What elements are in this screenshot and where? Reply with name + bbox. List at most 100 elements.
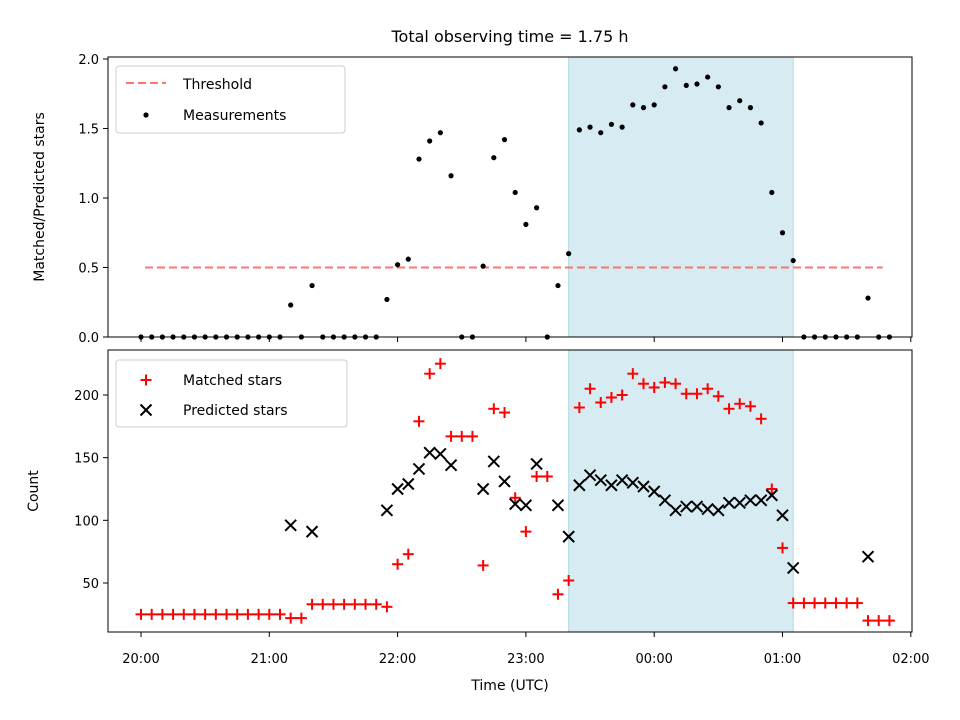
predicted-star-point (562, 530, 575, 543)
matched-star-point (584, 383, 596, 395)
measurement-point (737, 98, 743, 104)
predicted-star-point (594, 474, 607, 487)
measurement-point (705, 74, 711, 80)
legend-matched-swatch (140, 374, 152, 386)
matched-star-point (659, 376, 671, 388)
ratio-panel-frame (107, 56, 913, 338)
count-y-tick-label: 150 (74, 452, 99, 467)
matched-star-point (221, 608, 233, 620)
matched-star-point (338, 598, 350, 610)
predicted-star-point (605, 479, 618, 492)
predicted-star-point (284, 519, 297, 532)
measurement-point (437, 130, 443, 136)
predicted-star-point (434, 447, 447, 461)
measurement-point (491, 155, 497, 161)
measurement-point (309, 282, 315, 289)
matched-star-point (499, 407, 511, 419)
matched-star-point (787, 597, 799, 609)
matched-star-point (466, 430, 478, 442)
measurement-point (288, 302, 294, 308)
matched-star-point (841, 597, 853, 609)
matched-star-point (552, 588, 564, 600)
measurement-point (416, 156, 422, 162)
predicted-star-point (444, 458, 458, 472)
ratio-y-ticks: 0.0 0.5 1.0 1.5 2.0 (78, 53, 108, 346)
measurement-point (662, 84, 668, 90)
measurement-point (395, 262, 401, 268)
x-tick-label: 21:00 (251, 652, 288, 667)
matched-star-point (360, 598, 372, 610)
x-axis-label: Time (UTC) (470, 678, 548, 694)
measurement-point (651, 102, 657, 108)
matched-star-point (573, 402, 585, 414)
measurement-point (523, 221, 529, 228)
matched-star-point (317, 598, 329, 610)
ratio-legend-box (115, 65, 346, 134)
measurement-point (619, 124, 625, 130)
x-tick-label: 20:00 (122, 652, 159, 667)
matched-star-point (477, 559, 489, 571)
predicted-star-point (530, 457, 543, 471)
measurement-point (427, 138, 433, 144)
matched-star-point (231, 608, 243, 620)
matched-star-point (873, 615, 885, 627)
predicted-star-point (776, 509, 789, 522)
predicted-star-point (498, 475, 511, 488)
matched-star-point (531, 470, 543, 482)
predicted-star-point (722, 496, 736, 509)
matched-star-point (156, 608, 168, 620)
count-y-tick-label: 200 (74, 389, 99, 404)
ratio-y-axis-label: Matched/Predicted stars (32, 112, 48, 282)
measurement-point (512, 189, 518, 196)
measurement-point (448, 173, 454, 179)
measurement-point (790, 257, 796, 264)
matched-star-point (135, 608, 147, 620)
matched-star-point (702, 383, 714, 395)
count-legend-box (115, 359, 348, 428)
predicted-star-point (712, 504, 725, 517)
predicted-star-point (476, 482, 490, 496)
predicted-star-point (861, 550, 875, 563)
matched-star-point (605, 392, 617, 404)
matched-star-point (755, 413, 767, 425)
x-tick-label: 01:00 (764, 652, 801, 667)
matched-star-point (263, 608, 275, 620)
matched-star-point (146, 608, 158, 620)
matched-star-point (295, 612, 307, 624)
matched-star-point (445, 430, 457, 442)
measurement-point (715, 84, 721, 90)
measurement-point (769, 189, 775, 196)
matched-star-point (809, 597, 821, 609)
matched-star-point (285, 612, 297, 624)
predicted-star-point (402, 477, 415, 491)
matched-star-point (541, 470, 553, 482)
measurement-point (598, 130, 604, 136)
predicted-star-point (637, 480, 650, 493)
measurement-point (384, 296, 390, 303)
matched-star-point (253, 608, 265, 620)
predicted-star-point (573, 479, 586, 492)
chart-title: Total observing time = 1.75 h (390, 27, 628, 46)
legend-threshold-label: Threshold (182, 77, 252, 93)
predicted-star-point (744, 494, 757, 507)
count-y-tick-label: 100 (74, 514, 99, 529)
x-tick-label: 00:00 (635, 652, 672, 667)
measurement-point (683, 82, 689, 89)
ratio-y-tick-label: 0.5 (78, 262, 99, 277)
matched-star-point (777, 542, 788, 554)
matched-star-point (862, 615, 874, 627)
matched-star-point (188, 608, 200, 620)
measurement-point (608, 121, 615, 127)
count-x-ticks: 20:00 21:00 22:00 23:00 00:00 01:00 02:00 (122, 632, 930, 667)
matched-star-point (766, 483, 778, 495)
count-y-ticks: 50 100 150 200 (74, 389, 108, 592)
matched-star-point (851, 597, 863, 609)
matched-star-point (595, 397, 607, 409)
matched-star-point (830, 597, 842, 609)
matched-star-point (627, 368, 639, 380)
matched-star-point (509, 492, 521, 504)
measurement-point (672, 66, 679, 72)
count-y-tick-label: 50 (82, 577, 99, 592)
legend-measurements-swatch (143, 112, 149, 118)
